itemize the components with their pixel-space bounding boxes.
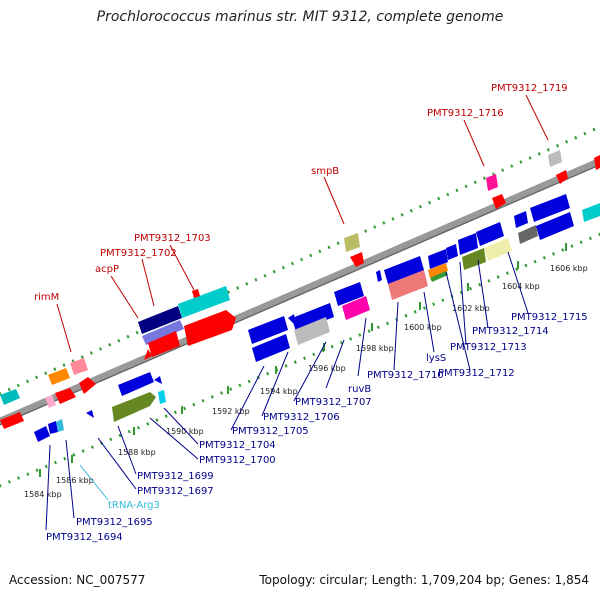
gene-block[interactable] <box>118 372 154 396</box>
kbp-tick-label: 1594 kbp <box>260 387 298 396</box>
gene-block[interactable] <box>334 282 364 306</box>
gene-label-minus[interactable]: PMT9312_1713 <box>450 342 527 353</box>
gene-block[interactable] <box>292 303 334 332</box>
minus-strand-genes <box>34 194 574 442</box>
gene-label-trna[interactable]: tRNA-Arg3 <box>108 500 160 511</box>
kbp-tick-label: 1590 kbp <box>166 427 204 436</box>
gene-label-minus[interactable]: PMT9312_1707 <box>295 397 372 408</box>
gene-label-minus[interactable]: PMT9312_1705 <box>232 426 309 437</box>
gene-block[interactable] <box>556 170 568 184</box>
gene-block[interactable] <box>70 358 88 375</box>
gene-block[interactable] <box>48 368 70 385</box>
gene-block[interactable] <box>458 233 478 255</box>
gene-block[interactable] <box>486 174 498 191</box>
gene-block[interactable] <box>138 306 182 334</box>
gene-block[interactable] <box>0 412 24 429</box>
gene-label-minus[interactable]: PMT9312_1697 <box>137 486 214 497</box>
gene-block[interactable] <box>0 389 20 405</box>
gene-label-minus[interactable]: PMT9312_1706 <box>263 412 340 423</box>
gene-block[interactable] <box>144 349 152 360</box>
gene-block[interactable] <box>178 286 230 318</box>
gene-label-minus[interactable]: PMT9312_1704 <box>199 440 276 451</box>
gene-label-minus[interactable]: PMT9312_1714 <box>472 326 549 337</box>
gene-label-plus[interactable]: rimM <box>34 292 59 303</box>
gene-block[interactable] <box>462 248 486 270</box>
gene-label-minus[interactable]: PMT9312_1712 <box>438 368 515 379</box>
gene-block[interactable] <box>594 155 600 170</box>
gene-label-minus[interactable]: ruvB <box>348 384 371 395</box>
gene-label-minus[interactable]: PMT9312_1694 <box>46 532 123 543</box>
gene-block[interactable] <box>430 271 448 282</box>
gene-block[interactable] <box>514 211 528 228</box>
kbp-tick-label: 1586 kbp <box>56 476 94 485</box>
gene-block[interactable] <box>376 270 382 282</box>
gene-block[interactable] <box>530 194 570 222</box>
genome-summary-text: Topology: circular; Length: 1,709,204 bp… <box>259 573 589 587</box>
gene-block[interactable] <box>536 212 574 240</box>
gene-block[interactable] <box>518 225 538 244</box>
gene-block[interactable] <box>548 150 562 167</box>
gene-label-minus[interactable]: PMT9312_1699 <box>137 471 214 482</box>
gene-block[interactable] <box>112 392 156 422</box>
label-leader-lines <box>45 94 549 531</box>
gene-block[interactable] <box>294 317 330 345</box>
gene-label-plus[interactable]: PMT9312_1703 <box>134 233 211 244</box>
gene-label-minus[interactable]: PMT9312_1695 <box>76 517 153 528</box>
genome-backbone <box>0 157 600 424</box>
gene-label-plus[interactable]: PMT9312_1719 <box>491 83 568 94</box>
gene-block[interactable] <box>388 270 428 300</box>
gene-block[interactable] <box>342 296 370 320</box>
gene-block[interactable] <box>184 310 236 346</box>
gene-block[interactable] <box>384 256 424 284</box>
accession-text: Accession: NC_007577 <box>9 573 146 587</box>
gene-block[interactable] <box>56 419 64 432</box>
gene-block[interactable] <box>492 194 506 209</box>
kbp-tick-label: 1592 kbp <box>212 407 250 416</box>
gene-label-minus[interactable]: PMT9312_1715 <box>511 312 588 323</box>
gene-label-minus[interactable]: PMT9312_1710 <box>367 370 444 381</box>
gene-block[interactable] <box>148 331 180 357</box>
gene-block[interactable] <box>48 421 58 434</box>
gene-block[interactable] <box>45 395 56 408</box>
gene-block[interactable] <box>142 320 184 345</box>
kbp-tick-label: 1598 kbp <box>356 344 394 353</box>
gene-block[interactable] <box>86 410 94 418</box>
kbp-tick-label: 1600 kbp <box>404 323 442 332</box>
gene-block[interactable] <box>55 388 76 404</box>
plus-strand-genes <box>0 150 600 429</box>
kbp-tick-label: 1584 kbp <box>24 490 62 499</box>
gene-block[interactable] <box>476 222 504 246</box>
gene-block[interactable] <box>582 203 600 222</box>
gene-block[interactable] <box>344 233 360 252</box>
gene-label-minus[interactable]: lysS <box>426 353 446 364</box>
gene-label-plus[interactable]: PMT9312_1716 <box>427 108 504 119</box>
gene-block[interactable] <box>248 316 288 344</box>
gene-label-minus[interactable]: PMT9312_1700 <box>199 455 276 466</box>
gene-block[interactable] <box>484 238 512 261</box>
map-title: Prochlorococcus marinus str. MIT 9312, c… <box>96 9 504 25</box>
gene-block[interactable] <box>350 252 364 267</box>
gene-label-plus[interactable]: smpB <box>311 166 339 177</box>
gene-label-plus[interactable]: acpP <box>95 264 119 275</box>
kbp-tick-label: 1602 kbp <box>452 304 490 313</box>
kbp-tick-label: 1588 kbp <box>118 448 156 457</box>
gene-block[interactable] <box>252 334 290 362</box>
gene-block[interactable] <box>154 376 162 384</box>
kbp-tick-label: 1604 kbp <box>502 282 540 291</box>
gene-block[interactable] <box>192 289 200 298</box>
gene-block[interactable] <box>34 426 50 442</box>
kbp-tick-label: 1596 kbp <box>308 364 346 373</box>
gene-block[interactable] <box>428 263 448 278</box>
kbp-tick-label: 1606 kbp <box>550 264 588 273</box>
gene-block[interactable] <box>428 249 448 269</box>
gene-labels: rimM acpP PMT9312_1702 PMT9312_1703 smpB… <box>34 83 588 543</box>
gene-block[interactable] <box>79 377 96 394</box>
lower-tick-track <box>0 232 600 488</box>
gene-block[interactable] <box>158 390 166 404</box>
gene-block[interactable] <box>446 244 458 260</box>
gene-label-plus[interactable]: PMT9312_1702 <box>100 248 177 259</box>
